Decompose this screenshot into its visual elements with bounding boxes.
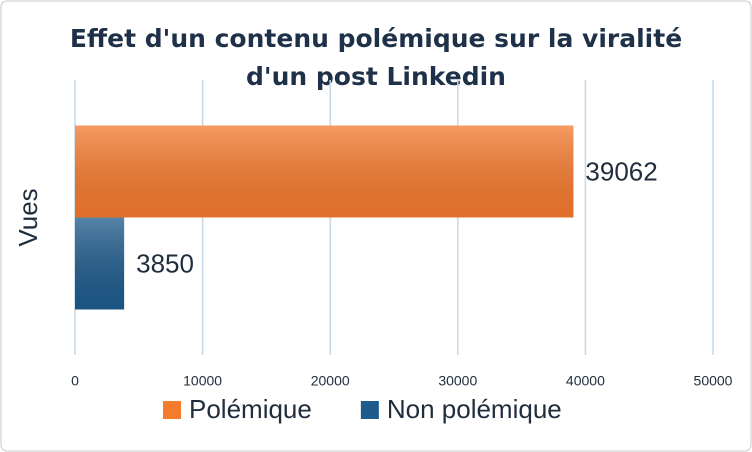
bar-shade: [75, 125, 574, 218]
legend-label: Non polémique: [387, 394, 562, 424]
chart-title: Effet d'un contenu polémique sur la vira…: [70, 24, 682, 53]
x-tick-label: 40000: [566, 373, 605, 389]
x-tick-label: 20000: [311, 373, 350, 389]
x-tick-label: 10000: [183, 373, 222, 389]
legend-swatch: [360, 401, 379, 419]
bar-shade: [75, 217, 125, 310]
data-label: 39062: [585, 156, 657, 186]
x-tick-label: 0: [71, 373, 79, 389]
x-tick-label: 50000: [694, 373, 733, 389]
x-tick-label: 30000: [438, 373, 477, 389]
legend-label: Polémique: [189, 394, 312, 424]
y-tick-label: Vues: [13, 188, 43, 246]
chart-title: d'un post Linkedin: [246, 62, 506, 91]
data-label: 3850: [136, 248, 194, 278]
legend-swatch: [163, 401, 181, 419]
